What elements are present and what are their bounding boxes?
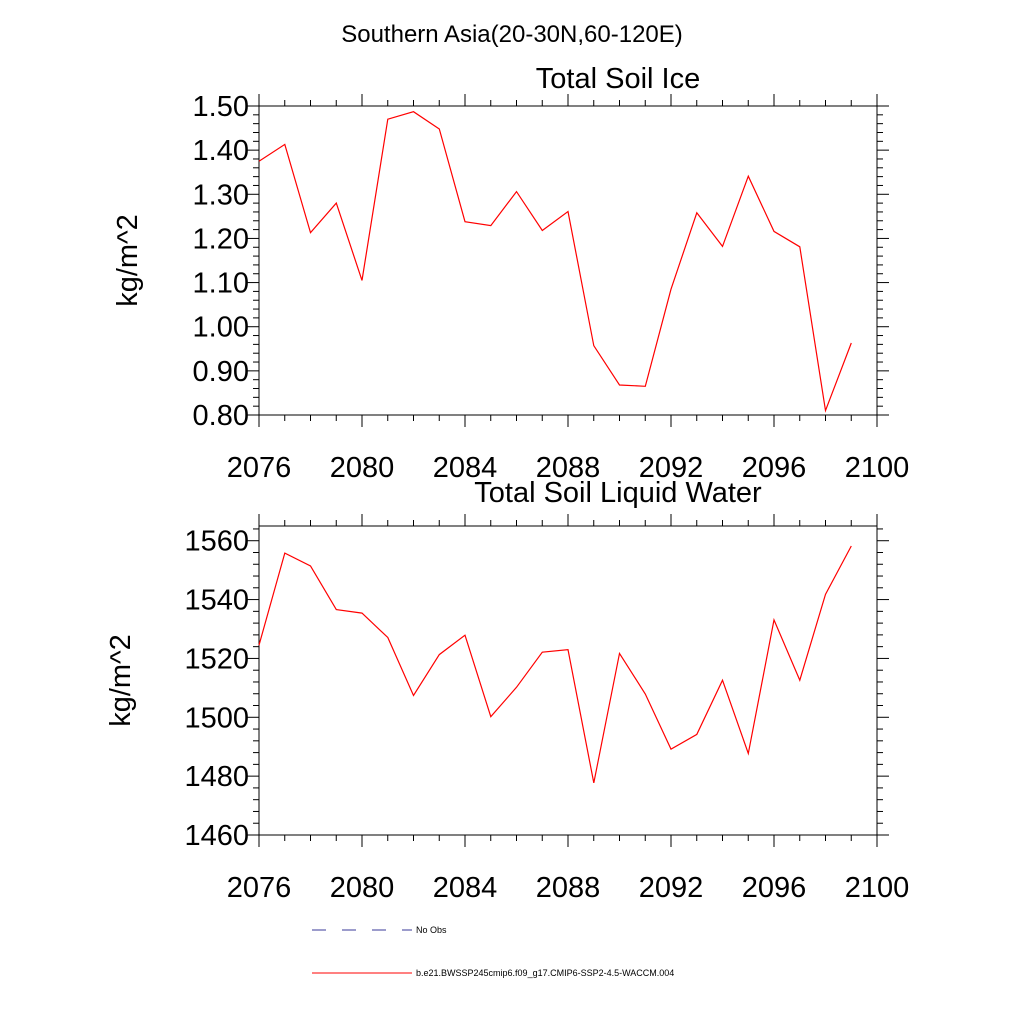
y-tick-label: 1500 [184,702,249,734]
y-axis-label: kg/m^2 [105,634,137,727]
y-tick-label: 0.80 [193,400,249,432]
series-line-1 [258,111,852,413]
x-tick-label: 2100 [845,452,910,484]
x-tick-label: 2096 [742,452,807,484]
y-tick-label: 1.30 [193,179,249,211]
legend: No Obs b.e21.BWSSP245cmip6.f09_g17.CMIP6-… [312,925,674,978]
y-tick-label: 1540 [184,585,249,617]
y-axis-label: kg/m^2 [112,214,144,307]
x-tick-label: 2088 [536,452,601,484]
y-tick-label: 0.90 [193,356,249,388]
series-line-1 [258,545,852,784]
y-tick-label: 1560 [184,526,249,558]
chart-title: Total Soil Ice [536,63,700,95]
y-tick-label: 1460 [184,820,249,852]
x-tick-label: 2096 [742,872,807,904]
x-tick-label: 2084 [433,452,498,484]
y-tick-label: 1480 [184,761,249,793]
x-tick-label: 2080 [330,452,395,484]
x-tick-label: 2100 [845,872,910,904]
y-tick-label: 1.00 [193,312,249,344]
x-tick-label: 2076 [227,452,292,484]
chart-panel-2: Total Soil Liquid Water kg/m^2 2076 2080 208… [105,477,909,904]
x-tick-label: 2084 [433,872,498,904]
x-tick-label: 2076 [227,872,292,904]
x-tick-label: 2080 [330,872,395,904]
legend-label-1: No Obs [416,925,447,935]
y-tick-label: 1.20 [193,223,249,255]
chart-panel-1: Total Soil Ice kg/m^2 2076 2080 2084 2088 2092… [112,63,909,484]
x-tick-label: 2092 [639,452,704,484]
y-tick-label: 1520 [184,643,249,675]
figure-title: Southern Asia(20-30N,60-120E) [341,21,683,48]
chart-panels: Total Soil Ice kg/m^2 2076 2080 2084 2088 2092… [105,63,909,904]
y-tick-label: 1.50 [193,91,249,123]
chart-title: Total Soil Liquid Water [474,477,762,509]
y-tick-label: 1.10 [193,268,249,300]
legend-label-2: b.e21.BWSSP245cmip6.f09_g17.CMIP6-SSP2-4… [416,968,674,978]
y-tick-label: 1.40 [193,135,249,167]
x-tick-label: 2092 [639,872,704,904]
x-tick-label: 2088 [536,872,601,904]
